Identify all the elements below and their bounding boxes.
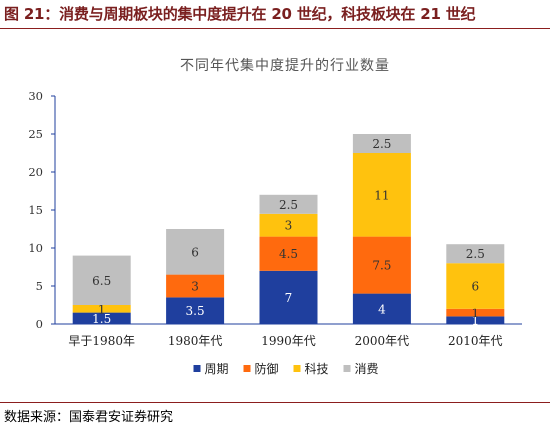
data-label: 2.5 — [372, 137, 391, 151]
legend-swatch — [193, 365, 201, 372]
data-label: 1 — [471, 306, 479, 320]
x-tick-label: 1990年代 — [261, 334, 316, 348]
y-tick-label: 10 — [28, 241, 43, 255]
data-label: 7.5 — [372, 259, 391, 273]
bar-segment — [166, 229, 225, 275]
legend-swatch — [293, 365, 301, 372]
data-label: 1 — [471, 314, 479, 328]
bar-segment — [352, 134, 411, 153]
x-tick-label: 2010年代 — [448, 334, 503, 348]
bar-segment — [72, 305, 131, 313]
data-label: 2.5 — [279, 198, 298, 212]
axes: 0 5 10 15 20 25 30 早于1980年 1980年代 1990年代 2000年代 201… — [28, 89, 522, 348]
source-rule — [0, 402, 550, 403]
bar-segment — [72, 255, 131, 305]
data-label: 6.5 — [92, 274, 111, 288]
bar-segment — [352, 236, 411, 294]
data-label: 3 — [191, 280, 199, 294]
data-label: 4.5 — [279, 247, 298, 261]
figure-title: 图 21：消费与周期板块的集中度提升在 20 世纪，科技板块在 21 世纪 — [4, 5, 476, 23]
bar-segment — [72, 312, 131, 324]
legend-label: 防御 — [255, 361, 279, 376]
bar-segment — [446, 308, 505, 317]
bar-segment — [446, 244, 505, 264]
y-tick-label: 20 — [28, 165, 43, 179]
y-tick-label: 30 — [28, 89, 43, 103]
bar-segment — [446, 316, 505, 324]
legend-swatch — [243, 365, 251, 372]
data-label: 6 — [191, 245, 199, 259]
data-label: 1.5 — [92, 312, 111, 326]
data-label: 7 — [285, 291, 293, 305]
bar-segment — [352, 293, 411, 324]
x-tick-label: 早于1980年 — [68, 334, 135, 348]
title-rule — [0, 28, 550, 29]
x-tick-label: 2000年代 — [355, 334, 410, 348]
data-label: 11 — [374, 188, 389, 202]
bar-segment — [259, 236, 318, 271]
bar-segment — [166, 274, 225, 298]
bar-segment — [259, 270, 318, 324]
y-tick-label: 25 — [28, 127, 43, 141]
bar-segment — [259, 213, 318, 237]
bar-segment — [352, 153, 411, 237]
y-tick-label: 15 — [28, 203, 43, 217]
x-tick-label: 1980年代 — [168, 334, 223, 348]
legend: 周期 防御 科技 消费 — [193, 361, 379, 376]
data-label: 6 — [471, 280, 479, 294]
y-tick-label: 5 — [36, 279, 43, 293]
data-label: 2.5 — [466, 247, 485, 261]
legend-label: 周期 — [205, 362, 229, 376]
legend-swatch — [343, 365, 351, 372]
bar-segment — [166, 297, 225, 324]
legend-label: 消费 — [355, 362, 379, 376]
legend-label: 科技 — [305, 362, 329, 376]
bar-segment — [446, 263, 505, 309]
data-label: 3.5 — [186, 304, 205, 318]
source-note: 数据来源：国泰君安证券研究 — [4, 410, 174, 425]
stacked-bar-chart: 不同年代集中度提升的行业数量 0 5 10 15 20 25 30 早于1980年 1980年代… — [28, 57, 522, 376]
y-tick-label: 0 — [36, 317, 43, 331]
data-label: 4 — [378, 302, 386, 316]
bar-segment — [259, 194, 318, 214]
data-label: 1 — [98, 302, 106, 316]
data-label: 3 — [285, 219, 293, 233]
chart-title: 不同年代集中度提升的行业数量 — [180, 57, 390, 74]
